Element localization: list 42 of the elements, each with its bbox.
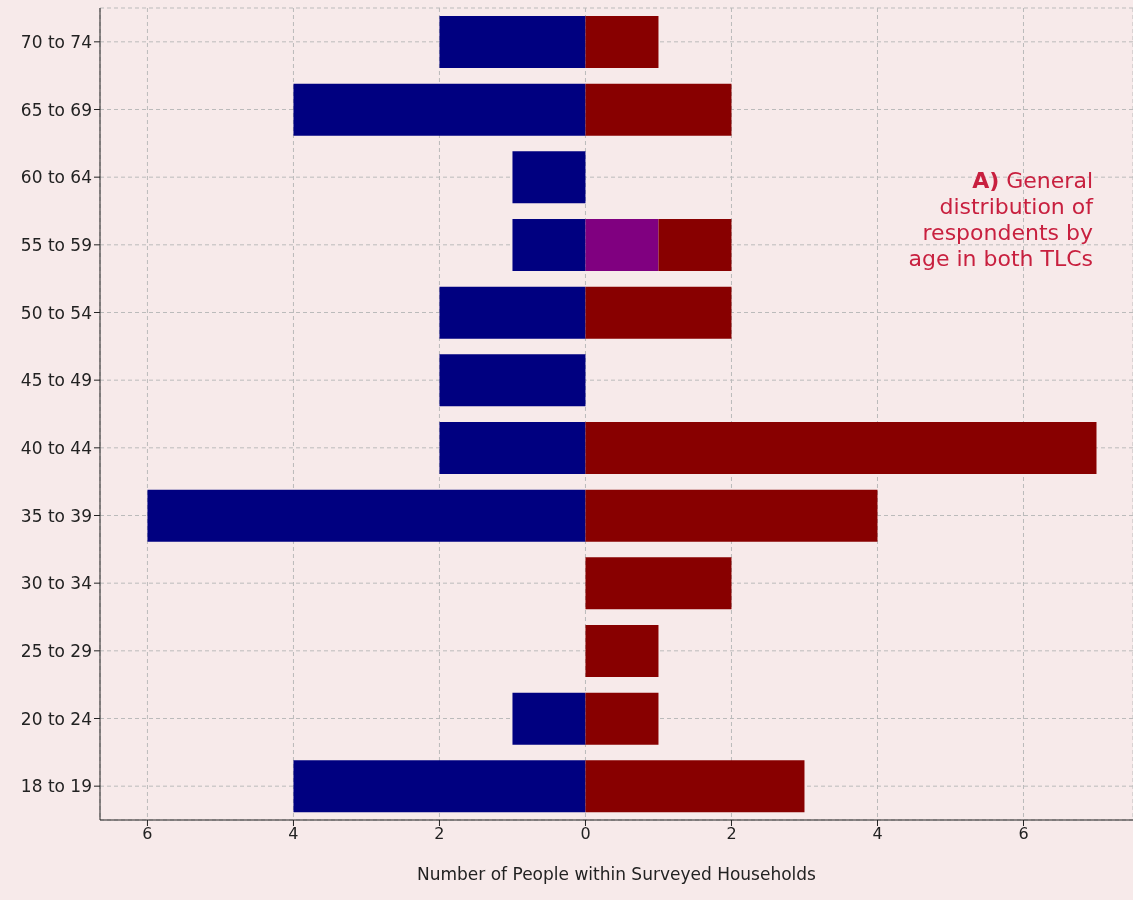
y-tick-label: 55 to 59 xyxy=(20,234,92,255)
y-tick-label: 30 to 34 xyxy=(20,573,92,594)
annotation: A) General distribution of respondents by age in both TLCs xyxy=(907,168,1093,272)
bar xyxy=(585,625,659,677)
y-tick-label: 50 to 54 xyxy=(20,302,92,323)
bar xyxy=(512,151,586,204)
bar xyxy=(439,16,586,68)
y-tick-label: 18 to 19 xyxy=(20,776,92,797)
bar xyxy=(147,489,586,542)
x-tick-label: 2 xyxy=(434,824,445,844)
x-tick-label: 6 xyxy=(142,824,153,844)
y-tick-label: 65 to 69 xyxy=(20,99,92,120)
bar xyxy=(293,760,586,813)
x-tick-label: 4 xyxy=(288,824,299,844)
bar xyxy=(439,422,586,474)
y-tick-label: 70 to 74 xyxy=(20,31,92,52)
bar xyxy=(585,219,659,271)
bar xyxy=(439,354,586,407)
bar xyxy=(585,489,878,542)
y-tick-label: 40 to 44 xyxy=(20,437,92,458)
bar xyxy=(439,286,586,339)
y-tick-label: 20 to 24 xyxy=(20,708,92,729)
bar xyxy=(585,760,805,813)
y-tick-label: 60 to 64 xyxy=(20,167,92,188)
bar xyxy=(585,16,659,68)
x-axis-title: Number of People within Surveyed Households xyxy=(417,864,817,884)
bar xyxy=(585,83,732,136)
x-tick-label: 0 xyxy=(580,824,591,844)
y-tick-label: 45 to 49 xyxy=(20,370,92,391)
x-tick-label: 6 xyxy=(1018,824,1029,844)
bar xyxy=(512,219,586,271)
bar xyxy=(293,83,586,136)
x-tick-label: 4 xyxy=(872,824,883,844)
bar xyxy=(658,219,732,271)
y-tick-label: 35 to 39 xyxy=(20,505,92,526)
bar xyxy=(512,692,586,745)
x-tick-label: 2 xyxy=(726,824,737,844)
bar xyxy=(585,557,732,610)
bar xyxy=(585,422,1097,474)
bar xyxy=(585,286,732,339)
y-tick-label: 25 to 29 xyxy=(20,640,92,661)
bar xyxy=(585,692,659,745)
